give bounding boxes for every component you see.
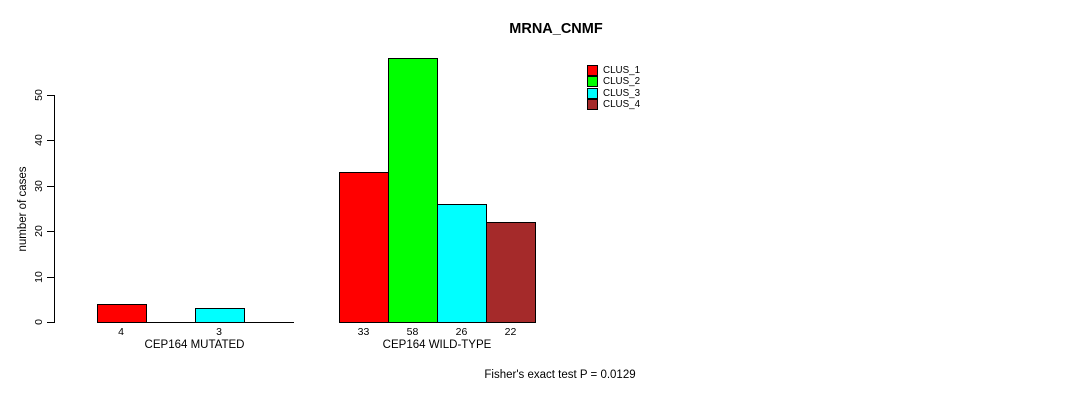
chart-title: MRNA_CNMF <box>509 21 603 37</box>
stat-annotation: Fisher's exact test P = 0.0129 <box>484 369 636 381</box>
y-axis-label: number of cases <box>17 166 29 252</box>
y-axis-tick <box>47 140 54 141</box>
y-axis-tick-label: 20 <box>33 225 45 237</box>
bar-value-label: 58 <box>406 326 419 338</box>
bar-value-label: 26 <box>455 326 468 338</box>
legend-swatch-clus_2 <box>587 76 598 88</box>
y-axis-tick <box>47 94 54 96</box>
group-label: CEP164 MUTATED <box>144 339 245 351</box>
legend-swatch-clus_1 <box>587 65 598 77</box>
bar-value-label: 22 <box>504 326 517 338</box>
legend-swatch-clus_4 <box>587 99 598 111</box>
bar-value-label: 3 <box>216 326 222 338</box>
y-axis-tick <box>47 231 54 232</box>
group-label: CEP164 WILD-TYPE <box>382 339 492 351</box>
bar-value-label: 4 <box>118 326 124 338</box>
bar-value-label: 33 <box>357 326 370 338</box>
legend-item-clus_2: CLUS_2 <box>587 76 641 88</box>
legend-label: CLUS_3 <box>603 87 641 99</box>
y-axis-tick-label: 10 <box>33 270 45 283</box>
y-axis-tick <box>47 322 54 323</box>
bar-clus_2-wild-type <box>388 58 438 323</box>
bar-clus_3-wild-type <box>437 204 487 323</box>
legend-label: CLUS_1 <box>603 65 641 76</box>
y-axis-tick <box>47 276 54 278</box>
y-axis-tick-label: 40 <box>33 134 45 146</box>
legend-item-clus_1: CLUS_1 <box>587 65 641 77</box>
legend-swatch-clus_3 <box>587 87 598 99</box>
legend-item-clus_4: CLUS_4 <box>587 98 641 111</box>
bar-clus_3-mutated <box>194 308 245 323</box>
y-axis-line <box>54 94 55 323</box>
y-axis-tick-label: 50 <box>33 88 45 101</box>
legend-item-clus_3: CLUS_3 <box>587 88 640 99</box>
y-axis-tick <box>47 185 54 187</box>
y-axis-tick-label: 0 <box>33 319 45 325</box>
bar-clus_4-wild-type <box>486 222 536 323</box>
bar-clus_1-wild-type <box>339 172 389 323</box>
bar-clus_1-mutated <box>96 304 147 323</box>
legend-label: CLUS_2 <box>603 76 641 88</box>
legend-label: CLUS_4 <box>603 98 641 110</box>
legend: CLUS_1 CLUS_2 CLUS_3 CLUS_4 <box>587 65 641 111</box>
y-axis-tick-label: 30 <box>33 179 45 192</box>
